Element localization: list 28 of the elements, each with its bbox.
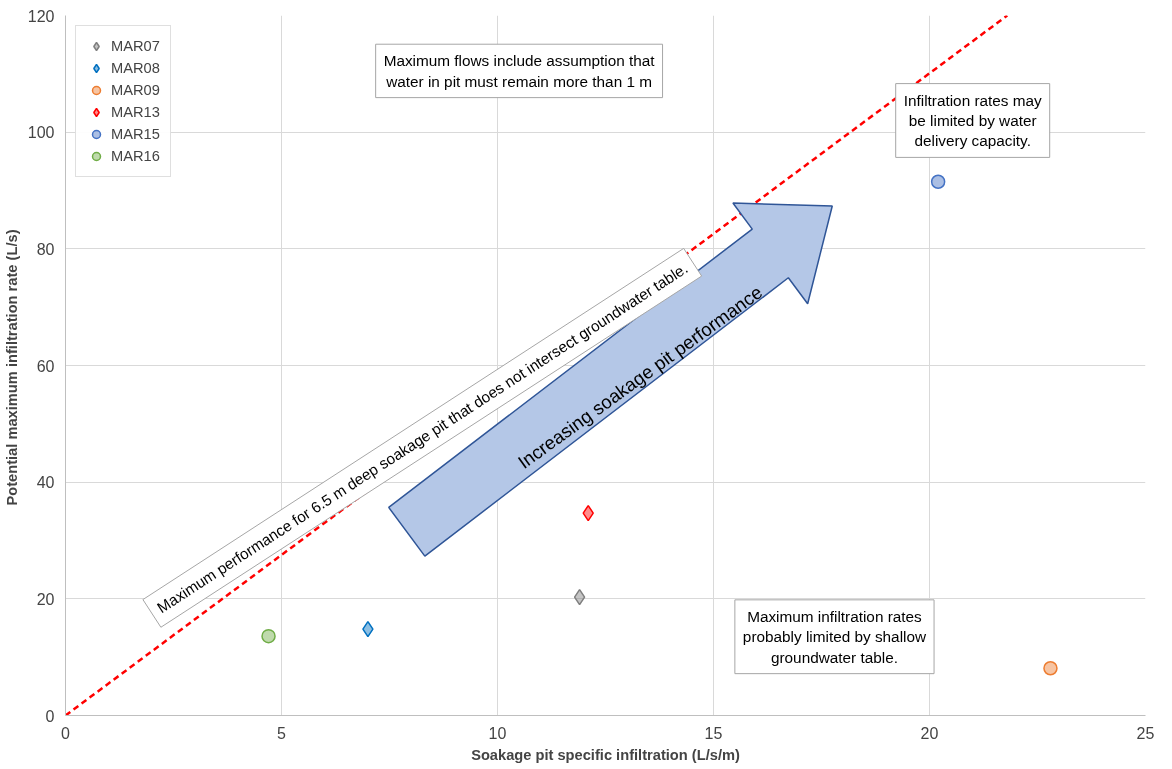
legend-label: MAR09 [111,82,160,98]
x-tick-label: 20 [920,724,939,742]
x-tick-label: 15 [704,724,723,742]
y-tick-label: 100 [27,124,55,142]
legend-label: MAR16 [111,148,160,164]
legend-label: MAR08 [111,60,160,76]
legend-label: MAR15 [111,126,160,142]
point [261,628,276,644]
y-tick-label: 40 [36,474,55,492]
y-tick-label: 120 [27,7,55,25]
annotation: Maximum infiltration rates probably limited by shallow groundwater table. [742,607,927,666]
y-tick-label: 20 [36,590,55,608]
legend-label: MAR13 [111,104,160,120]
point [573,588,586,606]
y-tick-label: 80 [36,240,55,258]
point [930,174,946,189]
y-tick-label: 60 [36,357,55,375]
x-tick-label: 10 [488,724,507,742]
legend-label: MAR07 [111,38,160,54]
y-axis-title: Potential maximum infiltration rate (L/s) [3,229,20,506]
x-tick-label: 5 [277,724,287,742]
x-tick-label: 0 [61,724,71,742]
x-tick-label: 25 [1136,724,1155,742]
y-tick-label: 0 [45,707,55,725]
annotation: Maximum flows include assumption that water in pit must remain more than 1 m [383,52,656,90]
x-axis-title: Soakage pit specific infiltration (L/s/m) [471,746,740,763]
point [1043,661,1058,676]
annotation: Infiltration rates may be limited by water delivery capacity. [903,91,1043,150]
